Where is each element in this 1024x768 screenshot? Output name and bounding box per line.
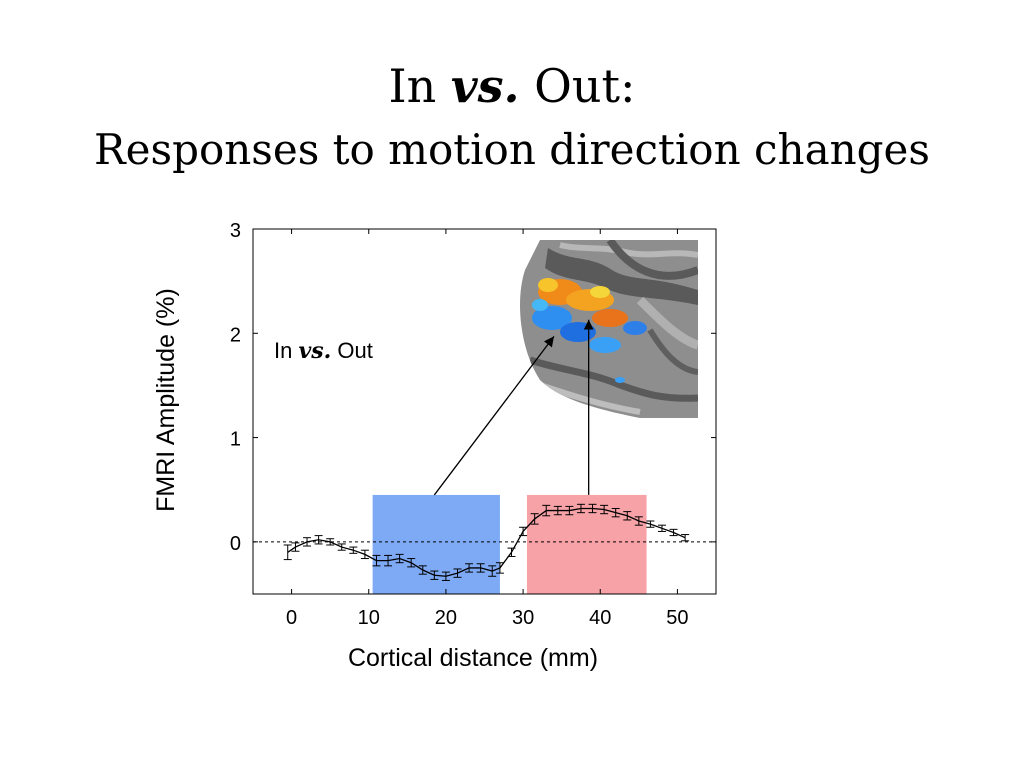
activation-yellow [590,286,610,298]
highlight-region-out [526,494,647,594]
plot-frame [252,228,717,595]
activation-yellow [538,278,558,292]
activation-blue [532,299,548,311]
sulcus-band [528,356,698,402]
activation-blue [615,377,625,383]
highlight-region-in [372,494,500,594]
y-tick-label: 3 [230,220,241,242]
y-tick-label: 0 [230,533,241,555]
x-tick-label: 40 [589,607,611,629]
data-point [441,571,450,581]
gyrus-band [636,296,698,350]
annotation-text-end: Out [331,338,373,363]
data-point [476,563,485,573]
data-point [349,546,358,554]
data-point [634,516,643,526]
slide-title: In vs. Out: [0,58,1024,114]
data-point [488,565,497,577]
y-tick-label: 2 [230,324,241,346]
data-point [542,504,551,517]
data-point [565,505,574,516]
data-point [611,507,620,518]
x-tick-label: 50 [666,607,688,629]
title-italic-text: vs. [450,59,520,113]
gyrus-band [559,242,698,258]
highlight-regions [372,494,647,594]
data-point [588,503,597,514]
data-point [495,562,504,574]
x-axis-label: Cortical distance (mm) [348,644,598,672]
data-point [669,528,678,537]
sulcus-band [647,328,698,375]
sulcus-band [545,248,698,305]
y-axis-label: FMRI Amplitude (%) [152,288,180,512]
data-point [530,513,539,525]
activation-blue [532,306,572,330]
x-tick-label: 30 [512,607,534,629]
data-point [326,538,335,546]
data-point [291,542,300,552]
data-point [576,503,585,514]
activation-blue [589,337,621,353]
data-point [337,543,346,551]
data-point [646,520,655,528]
data-point [657,524,666,532]
activation-orange [592,309,628,327]
data-point [395,553,404,564]
brain-inset-image [520,240,698,418]
arrow-1 [433,336,555,496]
x-axis: 0 10 20 30 40 50 [286,229,689,629]
data-point [384,554,393,567]
data-point [418,565,427,575]
data-point [453,568,462,578]
title-text: In [388,59,451,113]
data-point [283,544,292,561]
x-tick-label: 10 [358,607,380,629]
title-text-end: Out: [519,59,636,113]
y-axis: 0 1 2 3 [230,220,716,555]
series-layer [283,503,690,581]
annotation-text: In [274,338,298,363]
data-point [407,558,416,568]
activation-blue [560,322,596,342]
data-point [465,563,474,573]
activation-blue [623,321,647,335]
data-point [360,549,369,560]
y-tick-label: 1 [230,429,241,451]
series-line [287,507,686,577]
slide-subtitle: Responses to motion direction changes [94,125,930,174]
data-point [553,505,562,516]
arrows [433,319,594,496]
data-point [303,537,312,547]
x-tick-label: 0 [286,607,297,629]
data-point [623,511,632,521]
data-point [430,570,439,580]
data-point [507,547,516,557]
data-point [519,526,528,537]
data-point [314,535,323,545]
data-point [600,504,609,515]
annotation-label: In vs. Out [274,338,373,364]
annotation-italic: vs. [298,338,331,364]
sulcus-band [606,240,698,280]
data-point [681,534,690,542]
data-point [372,554,381,567]
x-tick-label: 20 [435,607,457,629]
